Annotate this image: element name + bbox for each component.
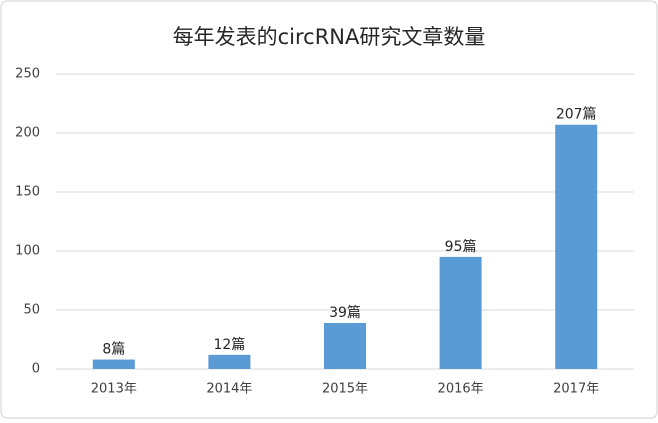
value-label: 207篇: [556, 107, 597, 123]
value-label: 95篇: [445, 239, 477, 255]
bar: [92, 359, 135, 369]
y-tick-label: 100: [15, 244, 40, 259]
y-tick-label: 150: [15, 185, 40, 200]
value-label: 8篇: [102, 342, 125, 358]
bar: [208, 354, 251, 369]
y-tick-label: 250: [15, 67, 40, 82]
value-label: 12篇: [213, 337, 245, 353]
y-tick-label: 0: [32, 362, 40, 377]
y-tick-label: 200: [15, 126, 40, 141]
x-tick-label: 2017年: [553, 382, 599, 397]
bar: [555, 124, 598, 370]
x-tick-label: 2013年: [91, 382, 137, 397]
x-tick-label: 2014年: [206, 382, 252, 397]
x-tick-label: 2015年: [322, 382, 368, 397]
value-label: 39篇: [329, 305, 361, 321]
chart-title: 每年发表的circRNA研究文章数量: [173, 25, 486, 49]
x-tick-label: 2016年: [438, 382, 484, 397]
bar: [324, 322, 366, 369]
bar: [439, 256, 482, 369]
y-tick-label: 50: [23, 303, 40, 318]
